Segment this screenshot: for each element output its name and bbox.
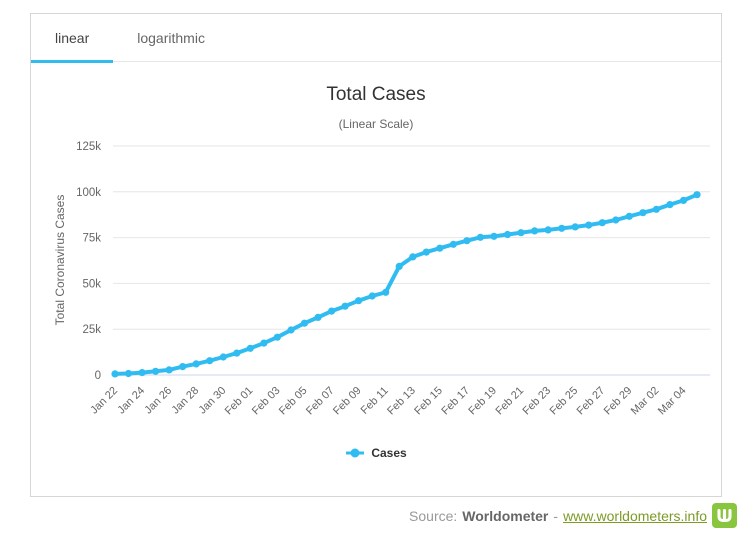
source-footer: Source: Worldometer - www.worldometers.i… xyxy=(409,503,737,528)
data-point[interactable] xyxy=(571,223,579,231)
x-tick-label: Feb 29 xyxy=(602,385,635,418)
x-tick-label: Feb 17 xyxy=(439,385,472,418)
data-point[interactable] xyxy=(368,292,376,300)
tab-linear-label: linear xyxy=(55,29,90,46)
data-point[interactable] xyxy=(476,233,484,241)
x-tick-label: Feb 03 xyxy=(250,385,283,418)
x-tick-label: Feb 21 xyxy=(493,385,526,418)
y-tick-label: 50k xyxy=(82,278,101,290)
worldometer-w-logo-icon[interactable] xyxy=(712,503,737,528)
data-point[interactable] xyxy=(138,369,146,377)
x-tick-label: Feb 27 xyxy=(575,385,608,418)
data-point[interactable] xyxy=(449,240,457,248)
chart-title: Total Cases xyxy=(326,84,426,105)
data-point[interactable] xyxy=(341,302,349,310)
tab-linear[interactable]: linear xyxy=(31,14,114,63)
x-tick-label: Feb 13 xyxy=(385,385,418,418)
data-point[interactable] xyxy=(328,307,336,315)
data-point[interactable] xyxy=(382,288,390,296)
data-point[interactable] xyxy=(436,244,444,252)
x-tick-label: Jan 28 xyxy=(169,385,201,417)
legend-marker-icon xyxy=(346,448,365,458)
x-tick-label: Feb 19 xyxy=(466,385,499,418)
source-separator: - xyxy=(553,507,559,524)
data-point[interactable] xyxy=(639,209,647,217)
x-tick-label: Jan 30 xyxy=(197,385,229,417)
y-tick-label: 125k xyxy=(76,141,101,153)
data-point[interactable] xyxy=(490,232,498,240)
cases-line[interactable] xyxy=(113,192,699,376)
x-tick-label: Feb 11 xyxy=(359,385,391,417)
x-tick-label: Feb 25 xyxy=(548,385,581,418)
data-point[interactable] xyxy=(260,339,268,347)
data-point[interactable] xyxy=(246,344,254,352)
data-point[interactable] xyxy=(679,196,688,204)
data-point[interactable] xyxy=(233,349,241,357)
x-tick-label: Feb 09 xyxy=(331,385,364,418)
scale-tabbar: linear logarithmic xyxy=(31,14,721,63)
x-tick-label: Mar 02 xyxy=(629,385,662,418)
data-point[interactable] xyxy=(287,326,295,334)
data-point[interactable] xyxy=(273,333,281,341)
data-point[interactable] xyxy=(165,366,173,374)
data-point[interactable] xyxy=(625,212,633,220)
data-point[interactable] xyxy=(558,224,566,232)
data-point[interactable] xyxy=(422,248,430,256)
data-point[interactable] xyxy=(219,353,227,361)
y-tick-label: 25k xyxy=(82,324,101,336)
chart-subtitle: (Linear Scale) xyxy=(338,117,414,131)
data-point[interactable] xyxy=(612,216,620,224)
x-tick-label: Jan 26 xyxy=(142,385,174,417)
y-tick-label: 75k xyxy=(82,233,101,245)
x-tick-label: Feb 01 xyxy=(223,385,256,418)
tab-logarithmic[interactable]: logarithmic xyxy=(113,14,229,61)
legend[interactable]: Cases xyxy=(31,446,721,460)
data-point[interactable] xyxy=(503,230,512,239)
source-label: Source: xyxy=(409,507,458,524)
data-point[interactable] xyxy=(300,319,309,327)
data-point[interactable] xyxy=(463,237,471,245)
data-point[interactable] xyxy=(314,313,322,321)
data-point[interactable] xyxy=(395,262,403,270)
data-point[interactable] xyxy=(409,253,417,261)
chart-panel: linear logarithmic Total Cases (Linear S… xyxy=(30,13,722,497)
x-tick-label: Feb 07 xyxy=(304,385,337,418)
x-tick-label: Feb 15 xyxy=(412,385,445,418)
x-tick-label: Feb 05 xyxy=(277,385,310,418)
source-link[interactable]: www.worldometers.info xyxy=(563,507,707,524)
data-point[interactable] xyxy=(585,221,593,229)
data-point[interactable] xyxy=(598,219,606,227)
data-point[interactable] xyxy=(355,297,363,305)
data-point[interactable] xyxy=(652,205,661,213)
y-tick-label: 0 xyxy=(95,370,101,382)
data-point[interactable] xyxy=(666,201,674,209)
data-point[interactable] xyxy=(544,226,552,234)
data-point[interactable] xyxy=(206,357,214,365)
x-tick-label: Jan 24 xyxy=(115,385,147,417)
data-point[interactable] xyxy=(152,367,160,375)
x-tick-label: Feb 23 xyxy=(521,385,554,418)
data-point[interactable] xyxy=(124,369,133,378)
y-tick-label: 100k xyxy=(76,187,101,199)
legend-label: Cases xyxy=(371,446,407,460)
tab-logarithmic-label: logarithmic xyxy=(137,29,205,46)
data-point[interactable] xyxy=(111,370,119,378)
x-tick-label: Jan 22 xyxy=(88,385,120,417)
data-point[interactable] xyxy=(179,363,187,371)
x-tick-label: Mar 04 xyxy=(656,385,689,418)
data-point[interactable] xyxy=(192,360,200,368)
source-name: Worldometer xyxy=(462,507,549,524)
data-point[interactable] xyxy=(517,229,525,237)
data-point[interactable] xyxy=(693,191,701,199)
data-point[interactable] xyxy=(531,227,539,235)
